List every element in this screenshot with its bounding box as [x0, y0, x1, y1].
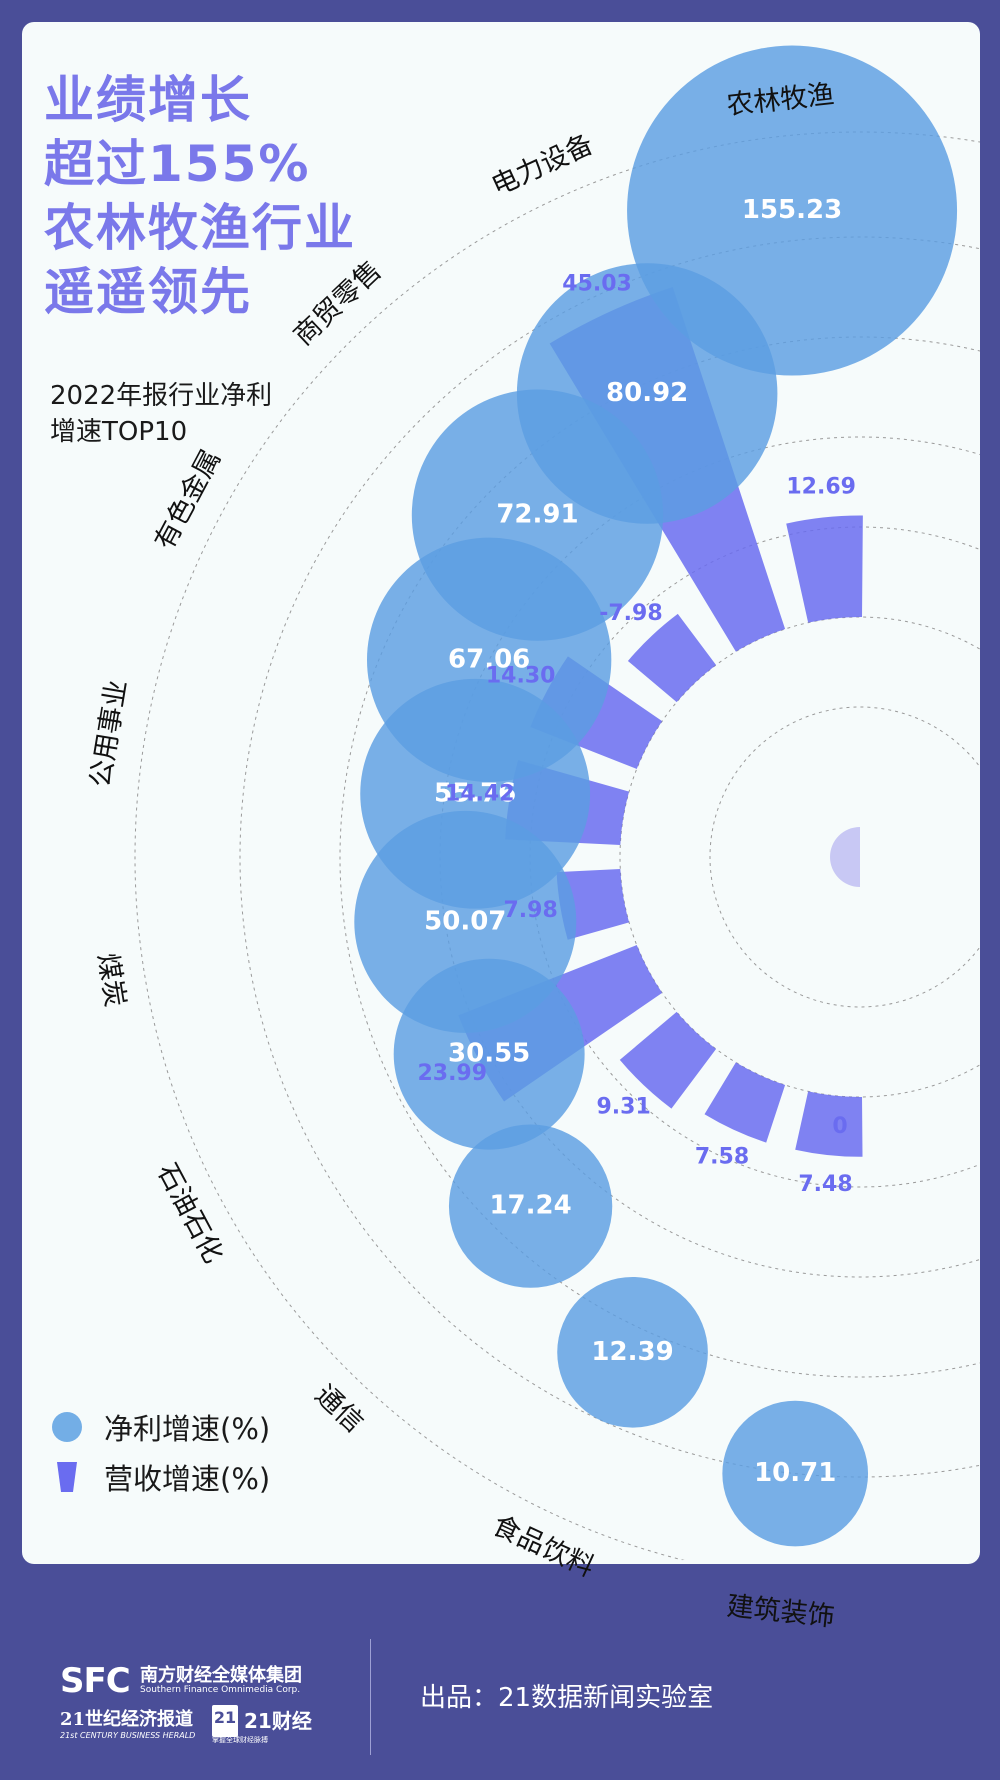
footer-divider — [370, 1639, 371, 1755]
legend-revenue: 营收增速(%) — [52, 1452, 270, 1502]
headline-line-1: 业绩增长 — [44, 71, 252, 129]
footer: SFC 南方财经全媒体集团 Southern Finance Omnimedia… — [0, 1595, 1000, 1780]
chart-subtitle: 2022年报行业净利 增速TOP10 — [50, 378, 272, 450]
caijing-slogan: 掌握全球财经脉搏 — [212, 1736, 268, 1744]
bar-segment-icon — [57, 1462, 77, 1492]
grid-ring — [439, 436, 980, 1278]
profit-value-4: 55.76 — [434, 778, 516, 808]
profit-bubble-9 — [722, 1400, 869, 1547]
headline-line-2: 超过155% — [44, 135, 311, 193]
revenue-bar-0 — [786, 515, 863, 623]
revenue-value-7: 9.31 — [596, 1095, 650, 1120]
category-label-5: 煤炭 — [91, 951, 130, 1009]
revenue-value-extra: 0 — [832, 1114, 847, 1139]
footer-credit: 出品：21数据新闻实验室 — [420, 1683, 714, 1713]
circle-icon — [52, 1412, 82, 1442]
subtitle-line-2: 增速TOP10 — [50, 417, 188, 447]
legend-profit-label: 净利增速(%) — [104, 1412, 271, 1446]
profit-bubble-8 — [557, 1276, 708, 1428]
category-label-7: 通信 — [309, 1379, 370, 1439]
revenue-value-5: 7.98 — [503, 898, 557, 923]
category-label-1: 电力设备 — [487, 129, 598, 202]
legend-profit: 净利增速(%) — [52, 1402, 270, 1452]
herald-logo-en: 21st CENTURY BUSINESS HERALD — [60, 1731, 196, 1740]
sfc-logo: SFC — [60, 1661, 131, 1701]
group-name-en: Southern Finance Omnimedia Corp. — [140, 1685, 301, 1695]
revenue-bar-8 — [704, 1062, 786, 1143]
revenue-value-4: 14.42 — [445, 782, 515, 807]
legend: 净利增速(%) 营收增速(%) — [52, 1402, 270, 1502]
profit-bubble-6 — [393, 958, 585, 1150]
revenue-bar-2 — [627, 613, 717, 703]
category-label-3: 有色金属 — [149, 445, 227, 555]
category-label-4: 公用事业 — [85, 678, 133, 790]
profit-bubbles — [354, 45, 958, 1547]
profit-value-2: 72.91 — [496, 500, 578, 530]
headline-line-4: 遥遥领先 — [44, 263, 252, 321]
revenue-value-3: 14.30 — [486, 664, 556, 689]
category-label-6: 石油石化 — [151, 1158, 229, 1268]
revenue-value-9: 7.48 — [798, 1172, 852, 1197]
profit-value-7: 17.24 — [489, 1191, 571, 1221]
group-name: 南方财经全媒体集团 — [140, 1665, 302, 1686]
caijing-badge: 21 — [212, 1705, 238, 1737]
center-marker — [830, 827, 860, 887]
legend-revenue-label: 营收增速(%) — [104, 1462, 271, 1496]
subtitle-line-1: 2022年报行业净利 — [50, 381, 273, 411]
revenue-bar-7 — [619, 1011, 717, 1109]
revenue-value-2: -7.98 — [599, 601, 662, 626]
grid-ring — [709, 706, 980, 1008]
herald-logo: 21世纪经济报道 — [60, 1709, 194, 1730]
profit-bubble-7 — [448, 1124, 613, 1288]
profit-value-3: 67.06 — [448, 644, 530, 674]
profit-value-0: 155.23 — [742, 195, 842, 225]
revenue-bar-9 — [795, 1091, 863, 1157]
value-labels: 155.23 80.92 72.91 67.06 55.76 50.07 30.55 17.2… — [417, 195, 856, 1488]
profit-value-1: 80.92 — [606, 378, 688, 408]
revenue-value-8: 7.58 — [695, 1144, 749, 1169]
profit-value-5: 50.07 — [424, 906, 506, 936]
headline: 业绩增长 超过155% 农林牧渔行业 遥遥领先 — [44, 68, 356, 324]
revenue-value-1: 45.03 — [562, 271, 632, 296]
profit-value-9: 10.71 — [754, 1458, 836, 1488]
profit-value-8: 12.39 — [591, 1337, 673, 1367]
headline-line-3: 农林牧渔行业 — [44, 199, 356, 257]
revenue-value-0: 12.69 — [786, 475, 856, 500]
revenue-value-6: 23.99 — [417, 1061, 487, 1086]
caijing-logo: 21财经 — [244, 1709, 312, 1733]
profit-value-6: 30.55 — [448, 1039, 530, 1069]
category-label-8: 食品饮料 — [488, 1510, 599, 1583]
